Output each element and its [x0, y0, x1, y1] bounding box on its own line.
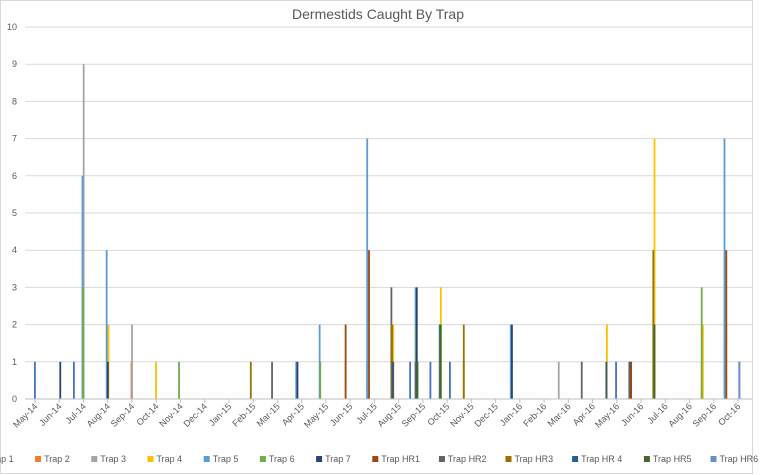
bar	[580, 361, 583, 399]
bar	[34, 361, 36, 399]
bar	[511, 324, 513, 399]
y-tick-label: 9	[12, 59, 17, 69]
legend-label: Trap 5	[213, 454, 239, 464]
bar	[700, 287, 703, 399]
y-tick-label: 4	[12, 245, 17, 255]
y-axis-ticks: 0 1 2 3 4 5 6 7 8 9 10	[7, 22, 17, 404]
y-tick-label: 5	[12, 208, 17, 218]
legend-label: Trap 2	[44, 454, 70, 464]
legend-label: Trap HR5	[653, 454, 692, 464]
bars	[34, 64, 741, 399]
bar	[701, 324, 704, 399]
y-tick-label: 7	[12, 134, 17, 144]
legend-label: Trap HR 4	[581, 454, 622, 464]
y-tick-label: 8	[12, 96, 17, 106]
legend-label: Trap 1	[0, 454, 14, 464]
bar	[82, 64, 85, 399]
bar	[416, 361, 419, 399]
legend-swatch	[372, 456, 379, 462]
bar	[628, 361, 631, 399]
bar	[723, 138, 726, 399]
bar	[462, 324, 465, 399]
legend-swatch	[91, 456, 98, 462]
legend-swatch	[147, 456, 154, 462]
bar	[368, 250, 370, 399]
legend-swatch	[643, 456, 650, 462]
legend-label: Trap HR6	[720, 454, 759, 464]
legend-label: Trap HR2	[448, 454, 487, 464]
bar	[652, 250, 655, 399]
bar	[295, 361, 298, 399]
legend-swatch	[259, 456, 266, 462]
legend-label: Trap 3	[100, 454, 126, 464]
bar	[449, 361, 451, 399]
bar	[105, 250, 108, 399]
legend-swatch	[505, 456, 512, 462]
legend-label: Trap 4	[157, 454, 183, 464]
y-tick-label: 0	[12, 394, 17, 404]
bar	[73, 361, 75, 399]
bar	[605, 361, 608, 399]
bar	[271, 361, 273, 399]
chart-title: Dermestids Caught By Trap	[292, 6, 464, 22]
legend-swatch	[203, 456, 210, 462]
y-tick-label: 3	[12, 282, 17, 292]
legend-label: Trap HR3	[515, 454, 554, 464]
bar	[106, 361, 109, 399]
bar	[59, 361, 62, 399]
bar	[249, 361, 252, 399]
bar	[82, 287, 84, 399]
y-tick-label: 6	[12, 171, 17, 181]
bar	[557, 361, 560, 399]
legend-swatch	[710, 456, 717, 462]
bar	[155, 361, 157, 399]
bar	[409, 361, 412, 399]
bar	[131, 324, 133, 399]
bar	[429, 361, 432, 399]
legend-swatch	[572, 456, 579, 462]
legend-label: Trap 6	[269, 454, 295, 464]
y-tick-label: 2	[12, 320, 17, 330]
bar	[653, 138, 656, 399]
y-tick-label: 1	[12, 357, 17, 367]
legend-label: Trap HR1	[381, 454, 420, 464]
legend-label: Trap 7	[325, 454, 351, 464]
bar	[296, 361, 299, 399]
bar	[439, 324, 442, 399]
bar	[630, 361, 633, 399]
legend-swatch	[316, 456, 323, 462]
bar	[178, 361, 180, 399]
y-tick-label: 10	[7, 22, 17, 32]
bar	[319, 361, 322, 399]
bar	[653, 324, 656, 399]
legend-swatch	[438, 456, 445, 462]
bar	[725, 250, 728, 399]
bar	[738, 361, 741, 399]
legend: Trap 1 Trap 2 Trap 3 Trap 4 Trap 5 Trap 6 Trap…	[0, 454, 758, 464]
bar	[391, 361, 394, 399]
legend-swatch	[35, 456, 42, 462]
bar	[509, 324, 512, 399]
bar	[415, 287, 418, 399]
bar	[344, 324, 347, 399]
bar	[366, 138, 369, 399]
gridlines	[25, 26, 752, 363]
bar	[414, 361, 417, 399]
bar	[615, 361, 617, 399]
